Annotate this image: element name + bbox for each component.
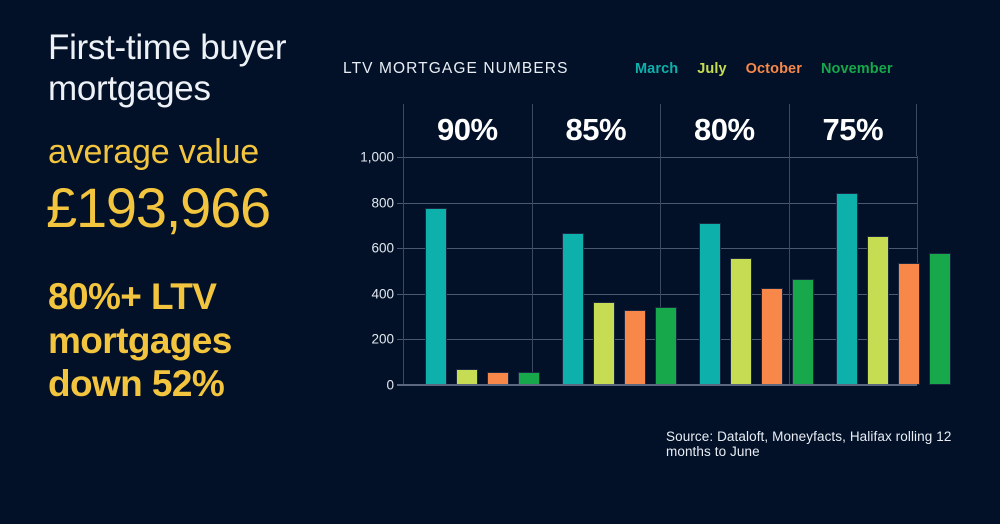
chart-title: LTV MORTGAGE NUMBERS [343,60,569,77]
y-axis-label-800: 800 [371,195,394,211]
category-header-strip: 90% 85% 80% 75% [403,104,917,156]
average-value-amount: £193,966 [46,176,271,239]
category-separator-2 [660,156,661,385]
chart-legend: March July October November [635,61,893,77]
source-note: Source: Dataloft, Moneyfacts, Halifax ro… [666,429,952,459]
category-header-80pct: 80% [660,104,789,156]
y-axis-tick-800 [397,202,403,204]
y-axis-tick-1000 [397,157,403,158]
bar-groups [403,157,951,385]
y-axis-tick-400 [397,293,403,295]
category-header-75pct: 75% [788,104,918,156]
x-axis-line [397,384,917,386]
category-separator-3 [788,156,790,385]
bar-80pct-july[interactable] [730,258,752,385]
bar-80pct-november[interactable] [792,278,814,385]
category-header-90pct: 90% [403,104,532,156]
y-axis-label-200: 200 [371,331,394,347]
y-axis-label-400: 400 [371,286,394,302]
bar-85pct-october[interactable] [624,310,646,385]
bar-80pct-october[interactable] [761,288,783,385]
bar-group-75pct [814,157,951,385]
bar-group-90pct [403,157,540,385]
legend-item-march[interactable]: March [635,61,679,77]
bar-group-85pct [540,157,677,385]
category-separator-0 [403,156,404,385]
bar-85pct-november[interactable] [655,307,677,385]
bar-75pct-july[interactable] [867,235,889,385]
y-axis-label-1000: 1,000 [360,149,394,165]
bar-90pct-march[interactable] [425,208,447,385]
y-axis-tick-600 [397,248,403,250]
y-axis-label-0: 0 [386,377,394,393]
bar-group-80pct [677,157,814,385]
average-value-label: average value [48,133,259,171]
bar-80pct-march[interactable] [699,223,721,385]
stat-callout: 80%+ LTV mortgages down 52% [48,276,232,405]
plot-area: 0 200 400 600 800 1,000 [360,150,951,393]
bar-75pct-november[interactable] [929,253,951,385]
legend-item-july[interactable]: July [697,61,727,77]
bar-75pct-october[interactable] [898,262,920,385]
legend-item-october[interactable]: October [745,61,802,77]
category-header-85pct: 85% [531,104,661,156]
category-separator-1 [531,156,533,385]
chart-panel: LTV MORTGAGE NUMBERS March July October Nov… [330,0,1000,524]
bar-85pct-march[interactable] [562,233,584,385]
legend-item-november[interactable]: November [820,61,893,77]
y-axis-label-600: 600 [371,240,394,256]
bar-90pct-july[interactable] [456,369,478,385]
left-summary-panel: First-time buyer mortgages average value… [0,0,330,524]
bar-85pct-july[interactable] [593,302,615,385]
y-axis-tick-200 [397,339,403,341]
bar-75pct-march[interactable] [836,193,858,385]
page-title: First-time buyer mortgages [48,28,287,108]
